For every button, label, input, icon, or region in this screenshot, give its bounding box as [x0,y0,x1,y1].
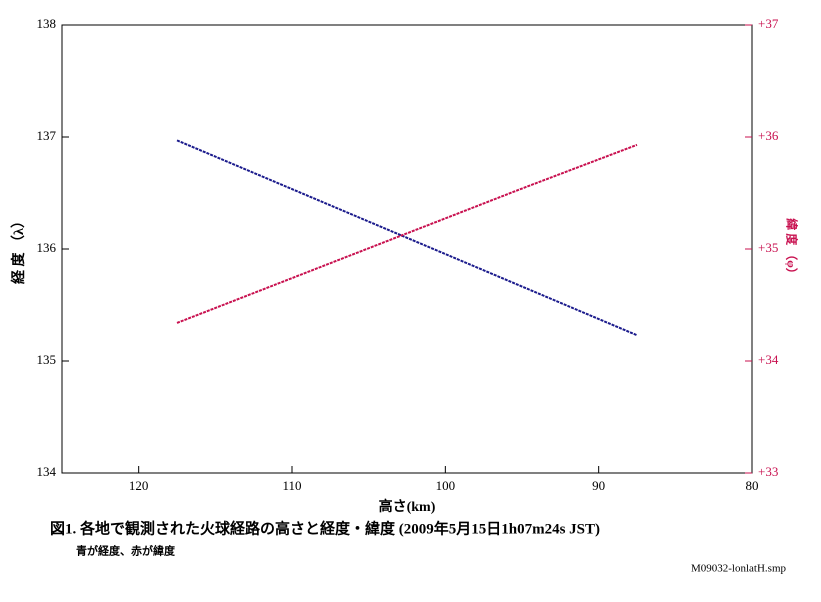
subcaption: 青が経度、赤が緯度 [76,544,176,558]
y-tick-label: 135 [37,352,57,367]
y2-tick-label: +33 [758,464,778,479]
y2-tick-label: +36 [758,128,779,143]
series-line [176,143,638,324]
y-tick-label: 134 [37,464,57,479]
y2-tick-label: +37 [758,16,779,31]
x-axis-label: 高さ(km) [379,498,436,515]
x-tick-label: 110 [282,478,301,493]
x-tick-label: 90 [592,478,605,493]
y-tick-label: 137 [37,128,57,143]
y2-tick-label: +35 [758,240,778,255]
file-name: M09032-lonlatH.smp [691,563,787,575]
y-tick-label: 138 [37,16,57,31]
y2-axis-label: 緯 度 （φ） [784,218,799,280]
x-tick-label: 120 [129,478,149,493]
y2-tick-label: +34 [758,352,779,367]
x-tick-label: 80 [746,478,759,493]
y-axis-label: 経 度 （λ） [10,214,27,284]
y-tick-label: 136 [37,240,57,255]
series-line [176,139,638,337]
x-tick-label: 100 [436,478,456,493]
caption: 図1. 各地で観測された火球経路の高さと経度・緯度 (2009年5月15日1h0… [50,519,600,537]
plot-frame [61,24,753,474]
